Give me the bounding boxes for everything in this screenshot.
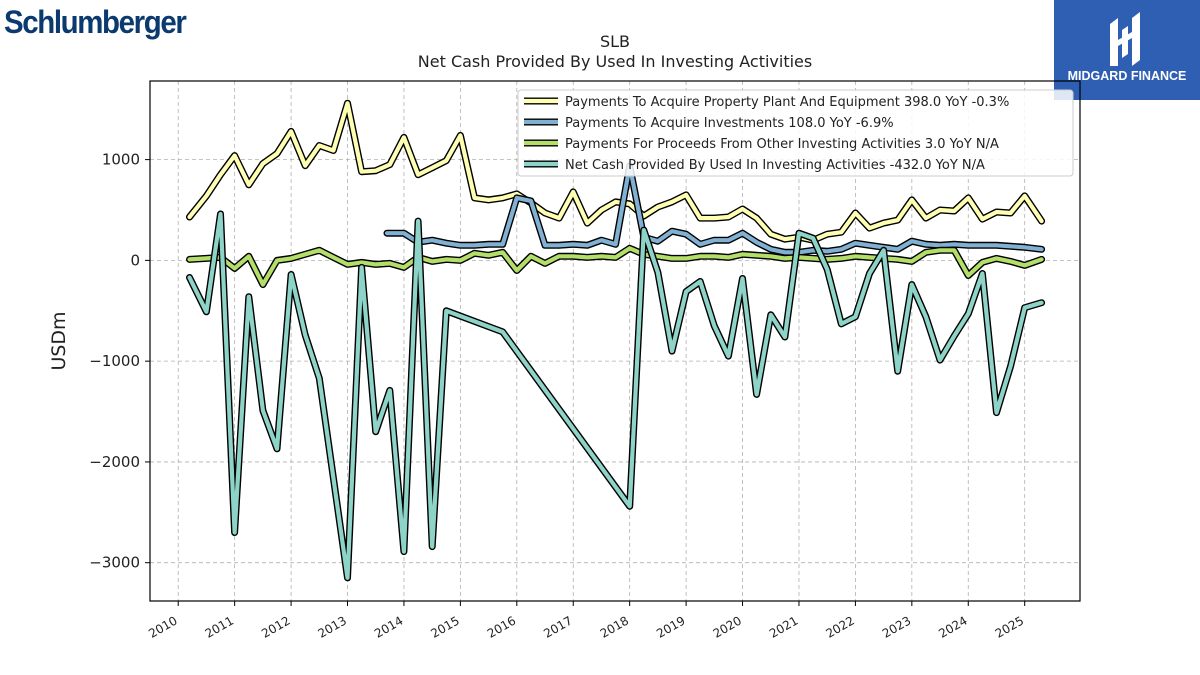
- chart-title: SLB: [599, 32, 631, 51]
- x-tick-label: 2011: [203, 613, 236, 640]
- series-lines: [186, 99, 1046, 582]
- x-tick-label: 2010: [146, 613, 179, 640]
- legend-entry: Payments For Proceeds From Other Investi…: [565, 137, 999, 152]
- x-tick-label: 2025: [993, 613, 1026, 640]
- series-line-0: [187, 101, 1044, 243]
- y-axis-label: USDm: [48, 311, 70, 370]
- x-tick-label: 2018: [598, 613, 631, 640]
- y-tick-label: −1000: [89, 352, 140, 370]
- y-tick-label: −2000: [89, 453, 140, 471]
- legend-entry: Payments To Acquire Investments 108.0 Yo…: [565, 116, 894, 131]
- series-line-1: [384, 163, 1044, 255]
- x-tick-label: 2013: [316, 613, 349, 640]
- x-tick-label: 2019: [654, 613, 687, 640]
- legend: Payments To Acquire Property Plant And E…: [517, 89, 1074, 177]
- midgard-finance-label: MIDGARD FINANCE: [1067, 69, 1187, 83]
- y-tick-label: 1000: [102, 151, 140, 169]
- y-tick-label: −3000: [89, 554, 140, 572]
- x-tick-label: 2016: [485, 613, 518, 640]
- legend-entry: Payments To Acquire Property Plant And E…: [565, 95, 1009, 110]
- chart-subtitle: Net Cash Provided By Used In Investing A…: [417, 52, 813, 71]
- x-tick-label: 2014: [372, 613, 405, 640]
- x-tick-label: 2020: [711, 613, 744, 640]
- midgard-mark-icon: [1110, 12, 1140, 66]
- x-tick-label: 2015: [428, 613, 461, 640]
- series-line-2: [187, 246, 1044, 287]
- legend-box: [517, 89, 1074, 177]
- x-tick-label: 2012: [259, 613, 292, 640]
- x-tick-label: 2024: [936, 613, 969, 640]
- x-tick-label: 2021: [767, 613, 800, 640]
- legend-entry: Net Cash Provided By Used In Investing A…: [565, 158, 985, 173]
- plot-frame: [149, 80, 1081, 602]
- x-tick-label: 2023: [880, 613, 913, 640]
- series-outline-3: [186, 210, 1046, 582]
- x-tick-label: 2022: [823, 613, 856, 640]
- x-tick-label: 2017: [541, 613, 574, 640]
- series-line-3: [187, 211, 1044, 580]
- series-outline-2: [186, 244, 1046, 289]
- schlumberger-logo: Schlumberger: [4, 4, 187, 40]
- y-tick-label: 0: [130, 251, 140, 269]
- midgard-finance-logo: MIDGARD FINANCE: [1054, 0, 1200, 100]
